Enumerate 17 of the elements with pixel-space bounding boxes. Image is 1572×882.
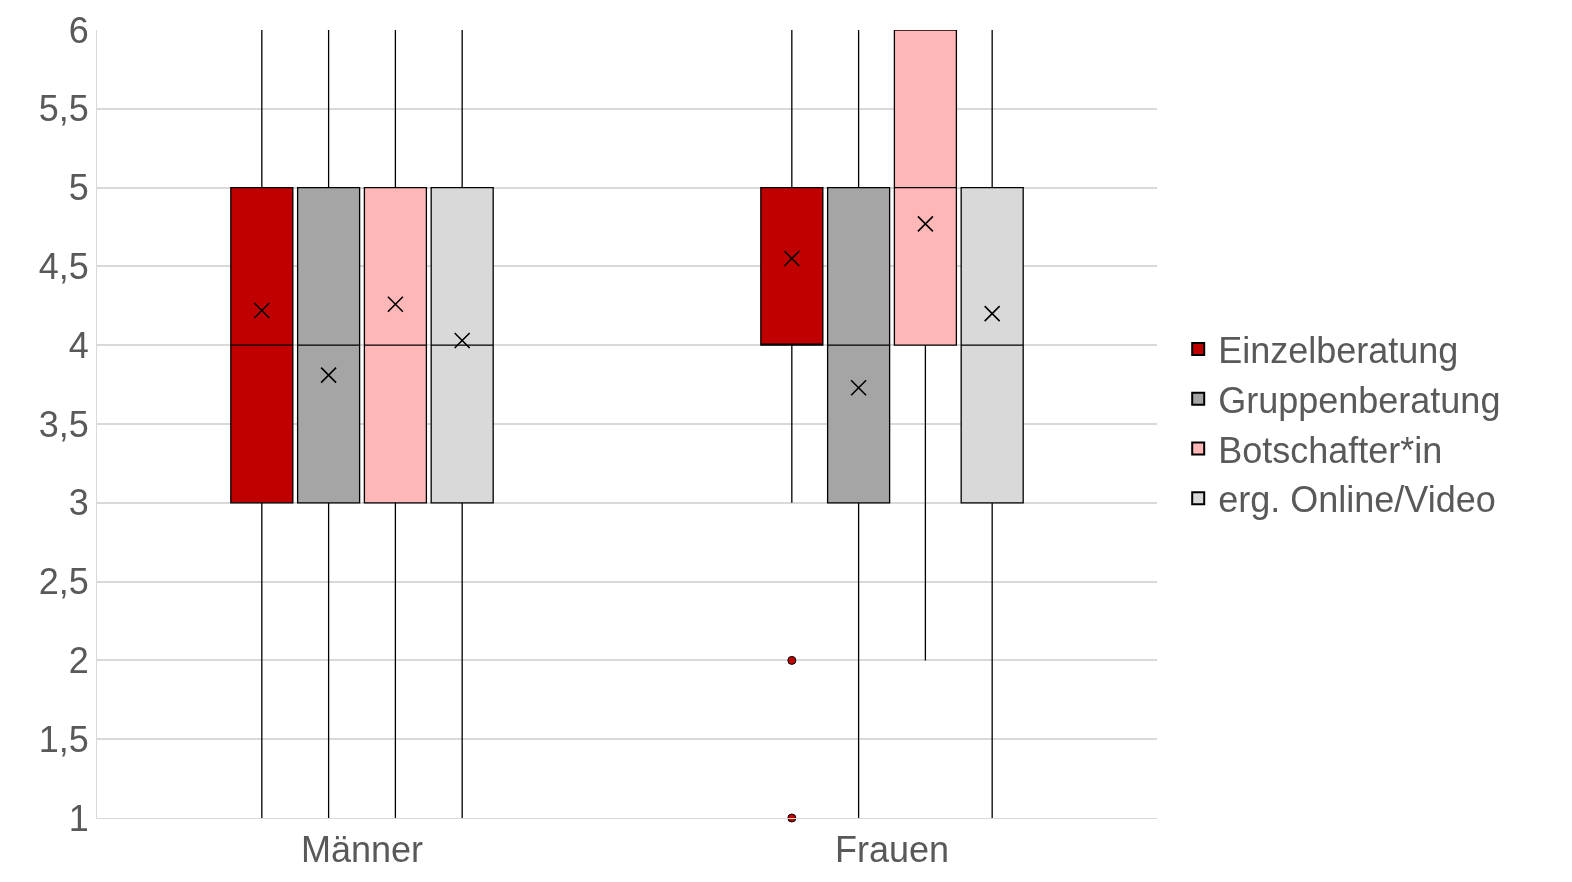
y-tick-label: 5 [68,167,89,209]
x-tick-label: Männer [300,829,424,871]
y-tick-label: 1 [68,797,89,839]
legend-label: erg. Online/Video [1218,479,1496,521]
y-tick-label: 3,5 [38,403,89,445]
y-tick-label: 2,5 [38,561,89,603]
y-tick-label: 6 [68,9,89,51]
y-tick-label: 4 [68,324,89,366]
y-tick-label: 5,5 [38,88,89,130]
legend-label: Gruppenberatung [1218,379,1501,421]
y-tick-label: 2 [68,640,89,681]
x-tick-label: Frauen [834,829,950,871]
y-tick-label: 4,5 [38,246,89,287]
y-tick-label: 3 [68,482,89,524]
legend-label: Einzelberatung [1218,329,1459,371]
y-tick-label: 1,5 [38,718,89,760]
legend-label: Botschafter*in [1218,429,1443,471]
